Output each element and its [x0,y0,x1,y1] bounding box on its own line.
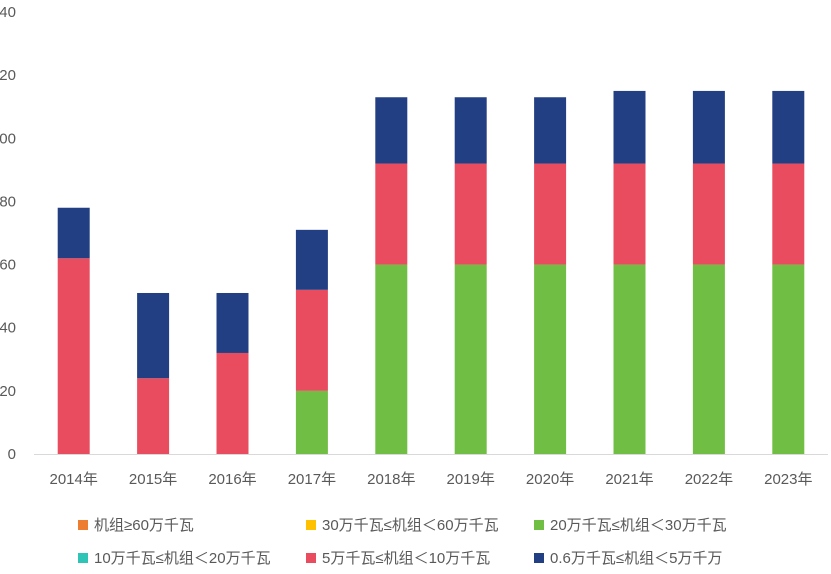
y-tick-label: 80 [0,193,16,210]
x-tick-label: 2019年 [447,471,495,488]
legend-row: 机组≥60万千瓦 30万千瓦≤机组＜60万千瓦 20万千瓦≤机组＜30万千瓦 [78,508,818,541]
bar-segment [375,264,408,454]
x-tick-label: 2016年 [208,471,256,488]
legend-item: 20万千瓦≤机组＜30万千瓦 [534,514,727,535]
x-tick-label: 2014年 [50,471,98,488]
legend-label: 机组≥60万千瓦 [94,517,194,534]
y-tick-label: 60 [0,257,16,274]
legend-swatch [534,519,544,530]
y-tick-label: 100 [0,130,16,147]
x-tick-label: 2018年 [367,471,415,488]
legend-swatch [306,519,316,530]
legend-swatch [78,552,88,563]
legend-swatch [306,552,316,563]
x-tick-label: 2023年 [764,471,812,488]
legend-label: 30万千瓦≤机组＜60万千瓦 [322,517,499,534]
bar-segment [216,292,249,353]
legend-label: 20万千瓦≤机组＜30万千瓦 [550,517,727,534]
bar-segment [613,163,646,265]
bar-segment [772,163,805,265]
bar-segment [534,264,567,454]
bar-segment [295,229,328,290]
bar-segment [772,90,805,164]
x-tick-label: 2015年 [129,471,177,488]
bar-segment [375,163,408,265]
legend-item: 30万千瓦≤机组＜60万千瓦 [306,514,534,535]
legend-item: 0.6万千瓦≤机组＜5万千万 [534,547,722,568]
legend-swatch [534,552,544,563]
legend-label: 10万千瓦≤机组＜20万千瓦 [94,550,271,567]
y-tick-label: 40 [0,320,16,337]
legend-swatch [78,519,88,530]
bars [57,90,805,454]
y-tick-label: 0 [8,446,16,463]
bar-segment [137,378,170,454]
bar-segment [295,289,328,391]
bar-segment [692,90,725,164]
bar-segment [57,207,90,259]
legend-row: 10万千瓦≤机组＜20万千瓦 5万千瓦≤机组＜10万千瓦 0.6万千瓦≤机组＜5… [78,541,818,574]
bar-segment [454,163,487,265]
bar-segment [692,163,725,265]
bar-segment [534,163,567,265]
x-tick-label: 2021年 [605,471,653,488]
bar-segment [534,97,567,164]
bar-segment [375,97,408,164]
y-tick-label: 20 [0,383,16,400]
legend-label: 5万千瓦≤机组＜10万千瓦 [322,550,491,567]
bar-segment [613,264,646,454]
y-tick-label: 140 [0,4,16,21]
legend-item: 5万千瓦≤机组＜10万千瓦 [306,547,534,568]
bar-segment [613,90,646,164]
bar-segment [454,97,487,164]
legend: 机组≥60万千瓦 30万千瓦≤机组＜60万千瓦 20万千瓦≤机组＜30万千瓦 1… [78,508,818,574]
legend-item: 10万千瓦≤机组＜20万千瓦 [78,547,306,568]
bar-segment [692,264,725,454]
legend-label: 0.6万千瓦≤机组＜5万千万 [550,550,723,567]
x-tick-label: 2017年 [288,471,336,488]
legend-item: 机组≥60万千瓦 [78,514,306,535]
bar-segment [772,264,805,454]
bar-segment [216,352,249,454]
bar-segment [295,390,328,454]
bar-segment [454,264,487,454]
x-tick-label: 2020年 [526,471,574,488]
stacked-bar-chart: 020406080100120140 2014年2015年2016年2017年2… [0,4,828,488]
x-tick-label: 2022年 [685,471,733,488]
y-axis: 0 20 40 60 80 100 120 140 [0,4,16,463]
bar-segment [57,258,90,454]
x-axis: 2014年 2015年 2016年 2017年 2018年 2019年 2020年 2021年… [50,471,813,488]
bar-segment [137,292,170,379]
y-tick-label: 120 [0,67,16,84]
